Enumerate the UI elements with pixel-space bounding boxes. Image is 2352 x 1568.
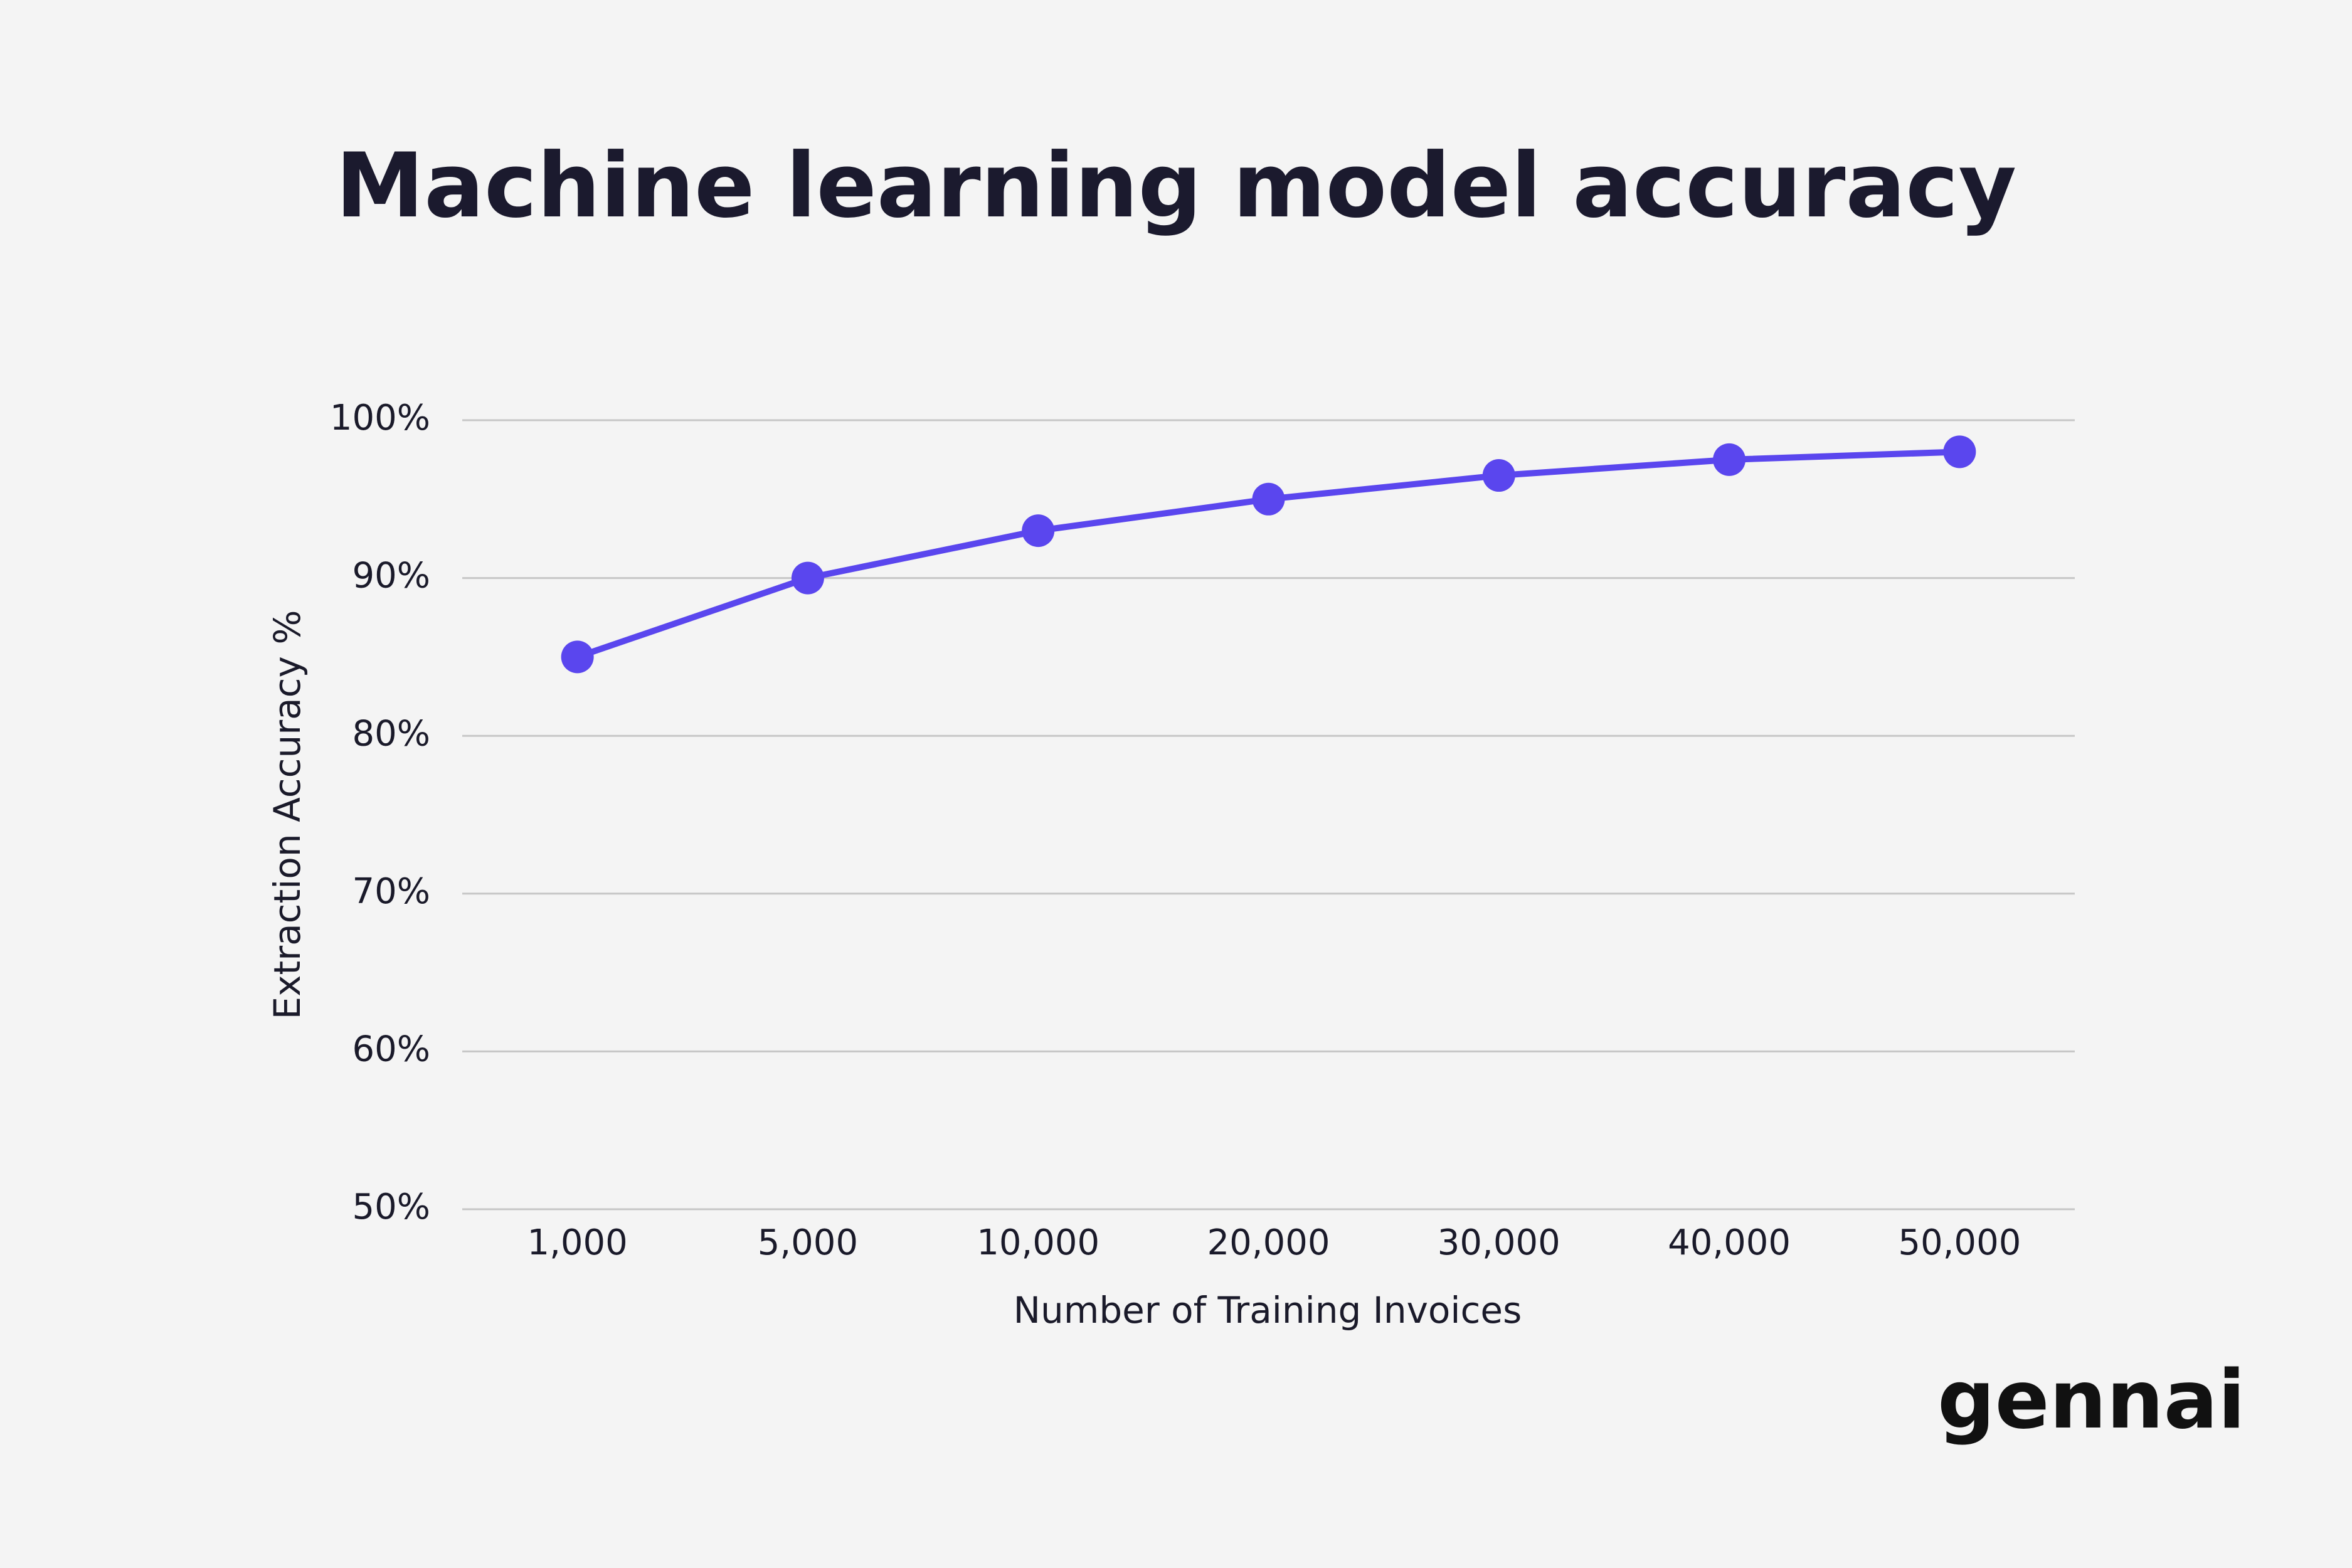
x-tick-label: 1,000 bbox=[527, 1222, 627, 1263]
marker bbox=[1943, 435, 1976, 469]
marker bbox=[791, 561, 824, 595]
marker bbox=[1713, 443, 1746, 476]
x-tick-label: 20,000 bbox=[1207, 1222, 1330, 1263]
marker bbox=[561, 640, 594, 674]
y-tick-label: 50% bbox=[352, 1187, 430, 1227]
y-axis-label: Extraction Accuracy % bbox=[266, 610, 309, 1020]
chart-title: Machine learning model accuracy bbox=[336, 134, 2016, 238]
y-tick-label: 90% bbox=[352, 556, 430, 596]
y-tick-label: 70% bbox=[352, 871, 430, 912]
y-tick-label: 100% bbox=[330, 398, 430, 438]
brand-logo: gennai bbox=[1937, 1353, 2245, 1447]
x-tick-label: 10,000 bbox=[977, 1222, 1099, 1263]
x-tick-label: 30,000 bbox=[1438, 1222, 1560, 1263]
x-tick-label: 5,000 bbox=[758, 1222, 858, 1263]
x-axis-label: Number of Training Invoices bbox=[1014, 1289, 1522, 1332]
y-tick-label: 60% bbox=[352, 1029, 430, 1070]
marker bbox=[1252, 482, 1285, 516]
x-tick-label: 40,000 bbox=[1668, 1222, 1791, 1263]
marker bbox=[1482, 459, 1515, 492]
marker bbox=[1022, 514, 1055, 548]
x-tick-label: 50,000 bbox=[1898, 1222, 2021, 1263]
y-tick-label: 80% bbox=[352, 713, 430, 754]
